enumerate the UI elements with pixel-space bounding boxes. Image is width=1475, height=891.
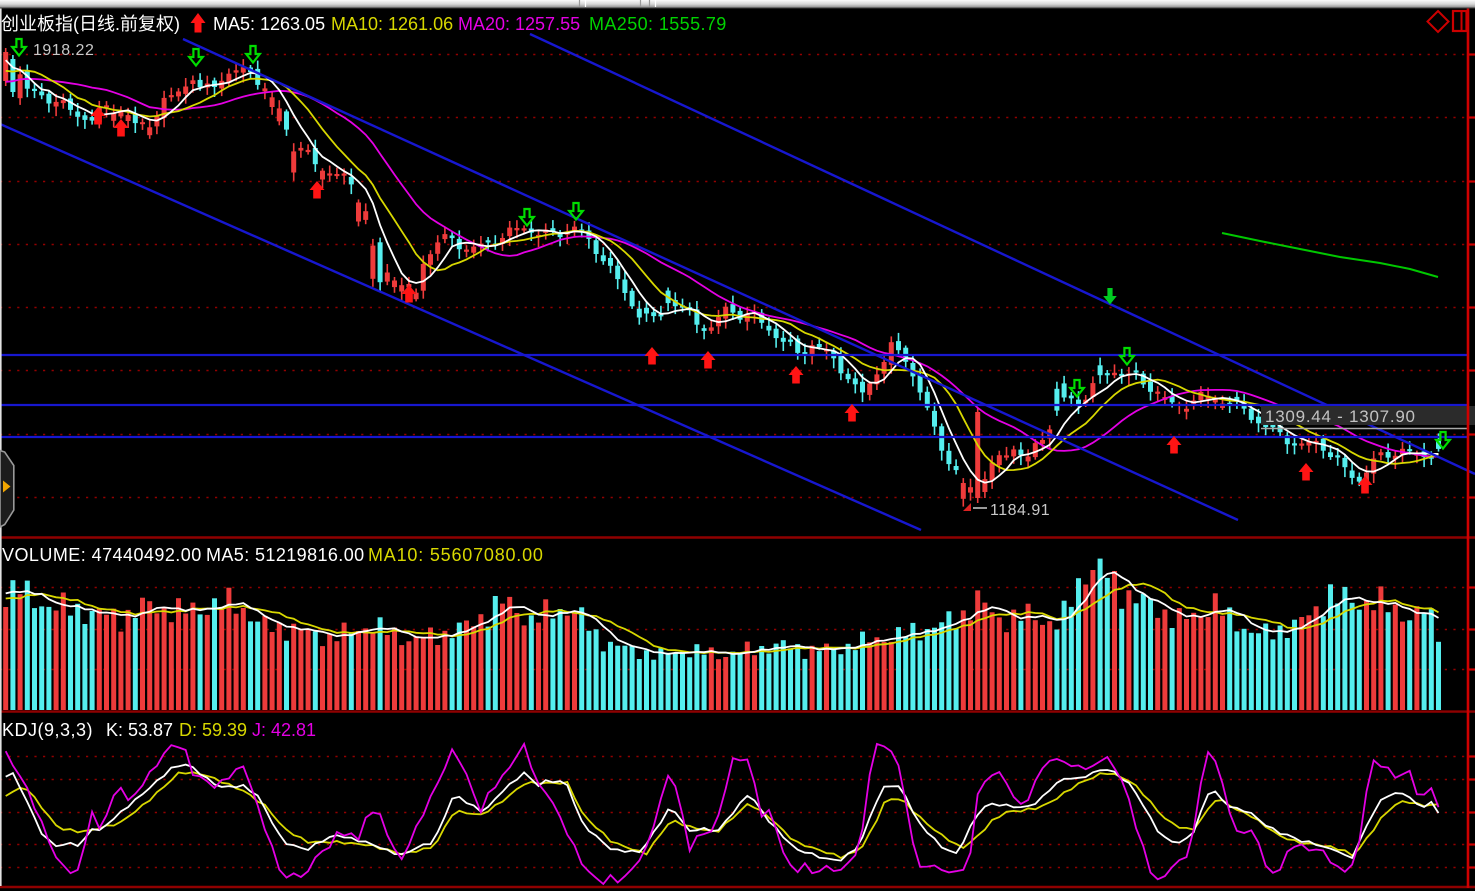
svg-text:MA5: 1263.05: MA5: 1263.05	[213, 14, 325, 34]
svg-text:VOLUME: 47440492.00: VOLUME: 47440492.00	[2, 545, 202, 565]
svg-text:K: 53.87: K: 53.87	[106, 720, 173, 740]
svg-text:MA250: 1555.79: MA250: 1555.79	[589, 14, 727, 34]
svg-text:MA5: 51219816.00: MA5: 51219816.00	[206, 545, 365, 565]
svg-text:MA10: 55607080.00: MA10: 55607080.00	[368, 545, 544, 565]
svg-text:创业板指(日线.前复权): 创业板指(日线.前复权)	[1, 14, 180, 34]
svg-text:J: 42.81: J: 42.81	[252, 720, 316, 740]
svg-text:1918.22: 1918.22	[33, 42, 94, 59]
svg-text:MA10: 1261.06: MA10: 1261.06	[331, 14, 453, 34]
svg-text:1309.44 - 1307.90: 1309.44 - 1307.90	[1265, 407, 1416, 426]
svg-text:1184.91: 1184.91	[990, 502, 1050, 519]
svg-text:D: 59.39: D: 59.39	[179, 720, 247, 740]
svg-text:MA20: 1257.55: MA20: 1257.55	[458, 14, 580, 34]
svg-text:KDJ(9,3,3): KDJ(9,3,3)	[2, 720, 93, 740]
